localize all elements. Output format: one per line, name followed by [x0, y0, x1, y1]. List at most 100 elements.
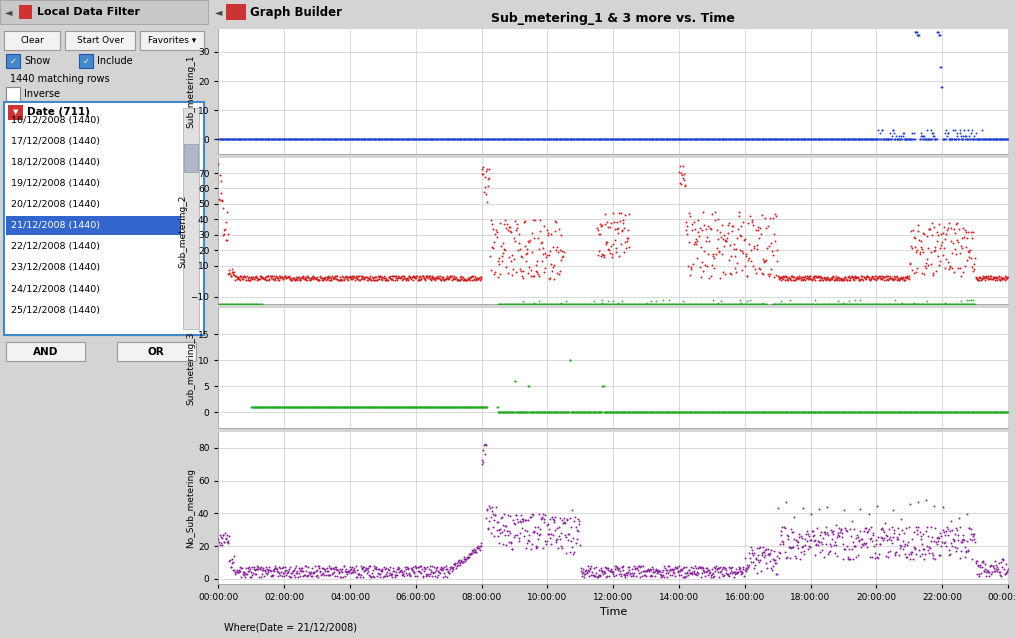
- Point: [707, 299, 723, 309]
- Point: [594, 298, 611, 308]
- Point: [928, 554, 944, 564]
- Point: [638, 407, 654, 417]
- Point: [447, 558, 463, 568]
- Point: [584, 407, 600, 417]
- Point: [373, 272, 389, 282]
- Point: [266, 563, 282, 574]
- Point: [928, 299, 944, 309]
- Point: [859, 274, 875, 285]
- Point: [880, 299, 896, 309]
- Point: [506, 299, 522, 309]
- Point: [503, 537, 519, 547]
- Point: [602, 407, 619, 417]
- Point: [357, 402, 373, 412]
- Point: [530, 299, 547, 309]
- Point: [628, 299, 644, 309]
- Point: [408, 271, 425, 281]
- Point: [465, 134, 482, 144]
- Point: [967, 558, 983, 568]
- Point: [900, 134, 916, 144]
- Point: [868, 134, 884, 144]
- Point: [295, 565, 311, 575]
- Point: [887, 272, 903, 283]
- Point: [838, 274, 854, 285]
- Point: [776, 407, 792, 417]
- Point: [274, 134, 291, 144]
- Point: [326, 134, 342, 144]
- Point: [288, 275, 304, 285]
- Point: [218, 235, 235, 245]
- Point: [712, 561, 728, 572]
- Point: [873, 272, 889, 283]
- Point: [683, 407, 699, 417]
- Point: [227, 299, 243, 309]
- Point: [995, 134, 1011, 144]
- Point: [812, 299, 828, 309]
- Point: [713, 299, 729, 309]
- Point: [516, 407, 532, 417]
- Point: [532, 225, 549, 235]
- Point: [979, 134, 996, 144]
- Point: [290, 568, 306, 578]
- Point: [813, 537, 829, 547]
- Point: [487, 269, 503, 279]
- Point: [394, 570, 410, 580]
- Point: [318, 134, 334, 144]
- Point: [523, 407, 539, 417]
- Point: [907, 27, 924, 37]
- Point: [289, 275, 305, 285]
- Point: [666, 134, 683, 144]
- Point: [241, 299, 257, 309]
- Point: [239, 274, 255, 285]
- Point: [843, 134, 860, 144]
- Point: [427, 134, 443, 144]
- Point: [605, 407, 621, 417]
- Point: [524, 510, 541, 520]
- Point: [432, 274, 448, 284]
- Point: [323, 402, 339, 412]
- Point: [425, 402, 441, 412]
- Point: [856, 299, 873, 309]
- Point: [721, 134, 738, 144]
- Point: [533, 299, 550, 309]
- Point: [724, 568, 741, 579]
- Point: [809, 272, 825, 282]
- Point: [935, 407, 951, 417]
- Point: [814, 539, 830, 549]
- Point: [580, 570, 596, 581]
- Point: [799, 537, 815, 547]
- Point: [548, 217, 564, 227]
- Point: [511, 228, 527, 239]
- Point: [788, 134, 805, 144]
- Point: [938, 228, 954, 239]
- Point: [948, 299, 964, 309]
- Point: [960, 299, 976, 309]
- Point: [811, 504, 827, 514]
- Point: [420, 134, 436, 144]
- Point: [611, 134, 627, 144]
- Point: [504, 544, 520, 554]
- Point: [284, 273, 301, 283]
- Point: [670, 567, 686, 577]
- Point: [646, 299, 662, 309]
- Point: [535, 299, 552, 309]
- Point: [880, 271, 896, 281]
- Point: [289, 566, 305, 576]
- Point: [469, 542, 486, 553]
- Point: [807, 407, 823, 417]
- Point: [508, 267, 524, 277]
- Point: [601, 299, 618, 309]
- Point: [894, 272, 910, 283]
- Point: [847, 134, 864, 144]
- Point: [757, 550, 773, 560]
- Bar: [0, 0, 208, 24]
- Point: [864, 271, 880, 281]
- Point: [759, 134, 775, 144]
- Point: [946, 536, 962, 546]
- Point: [869, 273, 885, 283]
- Point: [871, 273, 887, 283]
- Point: [328, 561, 344, 572]
- Point: [458, 134, 474, 144]
- Point: [828, 540, 844, 550]
- Point: [699, 567, 715, 577]
